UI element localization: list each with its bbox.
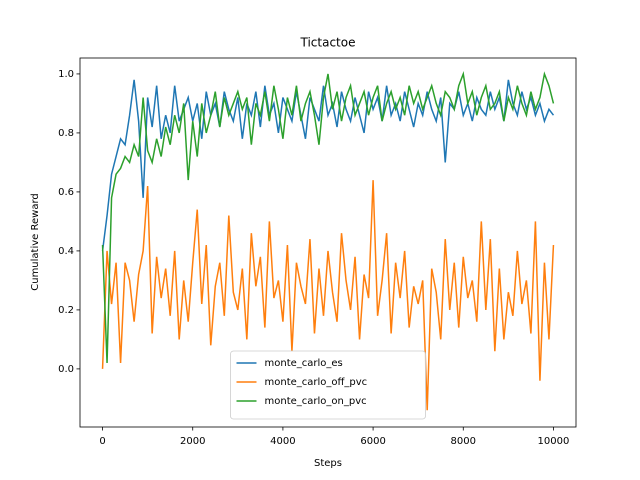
y-axis-label: Cumulative Reward bbox=[30, 193, 41, 291]
y-tick-label: 0.2 bbox=[58, 305, 74, 316]
chart-title: Tictactoe bbox=[300, 36, 356, 50]
y-tick-label: 0.4 bbox=[58, 246, 74, 257]
x-tick-label: 10000 bbox=[538, 436, 570, 447]
y-tick-label: 0.8 bbox=[58, 128, 74, 139]
x-axis-label: Steps bbox=[314, 458, 342, 469]
y-tick-label: 0.0 bbox=[58, 364, 74, 375]
y-tick-label: 0.6 bbox=[58, 187, 74, 198]
x-tick-label: 6000 bbox=[360, 436, 385, 447]
legend-box bbox=[230, 350, 426, 420]
axes-frame bbox=[79, 57, 577, 428]
y-tick-label: 1.0 bbox=[58, 69, 74, 80]
series-line bbox=[101, 79, 555, 252]
series-line bbox=[101, 180, 555, 411]
x-tick-label: 2000 bbox=[180, 436, 205, 447]
series-line bbox=[101, 71, 555, 364]
x-tick-label: 0 bbox=[99, 436, 105, 447]
x-tick-label: 8000 bbox=[451, 436, 476, 447]
legend-label: monte_carlo_off_pvc bbox=[265, 377, 368, 388]
legend: monte_carlo_es monte_carlo_off_pvc monte_c… bbox=[230, 350, 426, 420]
legend-label: monte_carlo_on_pvc bbox=[265, 396, 367, 407]
plot-area bbox=[101, 71, 555, 411]
x-tick-label: 4000 bbox=[270, 436, 295, 447]
legend-label: monte_carlo_es bbox=[265, 358, 343, 369]
